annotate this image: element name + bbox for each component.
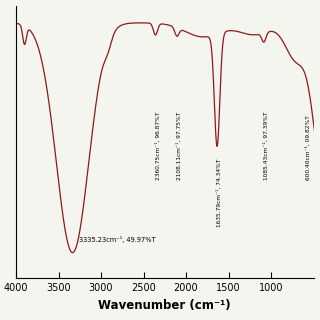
Text: 1085.43cm⁻¹, 97.39%T: 1085.43cm⁻¹, 97.39%T (264, 111, 269, 180)
Text: 600.40cm⁻¹, 09.82%T: 600.40cm⁻¹, 09.82%T (306, 115, 311, 180)
Text: 3335.23cm⁻¹, 49.97%T: 3335.23cm⁻¹, 49.97%T (79, 236, 156, 243)
Text: 2360.75cm⁻¹, 96.87%T: 2360.75cm⁻¹, 96.87%T (155, 112, 161, 180)
X-axis label: Wavenumber (cm⁻¹): Wavenumber (cm⁻¹) (99, 299, 231, 312)
Text: 1635.79cm⁻¹, 74.34%T: 1635.79cm⁻¹, 74.34%T (217, 158, 222, 227)
Text: 2108.11cm⁻¹, 97.75%T: 2108.11cm⁻¹, 97.75%T (177, 112, 182, 180)
